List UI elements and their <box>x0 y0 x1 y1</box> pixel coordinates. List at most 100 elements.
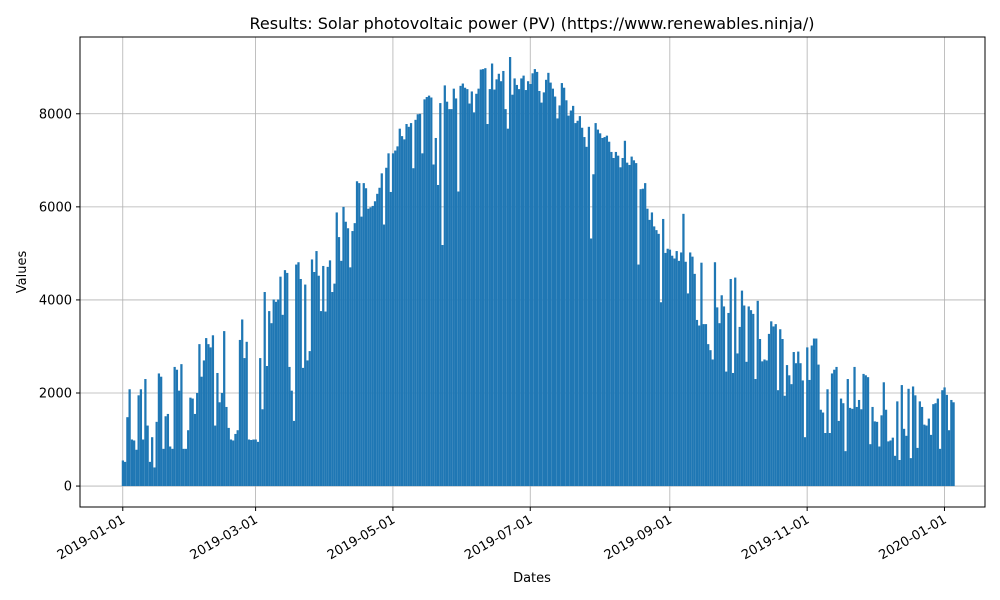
bar <box>394 150 397 487</box>
bar <box>355 181 359 487</box>
bar <box>137 395 140 487</box>
bar <box>554 96 557 487</box>
bar <box>484 68 487 487</box>
bar <box>815 338 818 487</box>
bar <box>121 460 125 487</box>
bar <box>680 252 683 487</box>
bar <box>871 406 874 487</box>
bar <box>707 344 710 487</box>
bar <box>463 87 467 487</box>
bar <box>362 183 365 487</box>
bar <box>851 408 854 487</box>
bar <box>893 455 897 487</box>
bar <box>590 238 593 487</box>
bar <box>603 137 606 487</box>
bar <box>398 128 401 487</box>
bar <box>806 347 809 487</box>
bar <box>459 85 462 487</box>
bar <box>324 311 327 487</box>
plot-area <box>79 36 986 508</box>
bar <box>281 314 284 487</box>
bar <box>934 403 937 487</box>
bar <box>475 93 478 487</box>
bar <box>758 339 762 487</box>
bar <box>279 276 282 487</box>
bar <box>621 157 624 487</box>
bar <box>824 433 827 487</box>
bar <box>490 63 494 487</box>
bar <box>502 70 505 487</box>
bar <box>481 69 485 487</box>
bar <box>698 325 701 487</box>
bar <box>695 319 699 487</box>
bar <box>340 260 343 487</box>
bar <box>747 306 750 487</box>
bar <box>630 156 633 487</box>
bar <box>657 233 660 487</box>
bar <box>572 105 575 487</box>
bar <box>938 448 942 487</box>
y-axis-label: Values <box>15 251 30 294</box>
bar <box>673 258 676 487</box>
bar <box>736 353 739 487</box>
bar <box>450 109 453 487</box>
bar <box>522 75 525 487</box>
bar <box>549 82 552 487</box>
bar <box>801 380 804 487</box>
bar <box>353 223 356 487</box>
bar <box>671 255 674 487</box>
bar <box>833 369 836 487</box>
bar <box>644 183 647 487</box>
bar <box>839 398 843 487</box>
bar <box>535 71 539 487</box>
bar <box>306 360 309 487</box>
bar <box>499 81 503 487</box>
bar <box>734 277 737 487</box>
bar <box>301 367 305 487</box>
bar <box>666 248 669 487</box>
bar <box>171 448 174 487</box>
bar <box>346 228 350 487</box>
bar <box>583 137 586 487</box>
bar <box>866 377 870 487</box>
bar <box>947 430 951 487</box>
bar <box>466 89 469 487</box>
bar <box>896 401 899 487</box>
bar <box>304 284 307 487</box>
bar <box>810 345 813 487</box>
bar <box>333 283 336 487</box>
bar <box>803 437 807 487</box>
bar <box>882 382 885 487</box>
bar <box>797 351 800 487</box>
bar <box>763 359 766 487</box>
bar <box>479 69 482 487</box>
bar <box>848 407 852 487</box>
bar <box>337 237 341 487</box>
bar <box>684 261 687 487</box>
bar <box>576 120 579 487</box>
bar <box>650 212 654 487</box>
bar <box>898 460 901 487</box>
bar <box>211 335 215 487</box>
bar <box>373 201 377 487</box>
bar <box>391 153 395 487</box>
bar <box>722 306 726 487</box>
bar <box>205 338 208 487</box>
bar <box>686 293 690 487</box>
bar <box>196 392 199 487</box>
bar <box>409 123 413 487</box>
bar <box>274 301 278 487</box>
bar <box>400 136 404 487</box>
bar <box>313 272 316 487</box>
bar <box>767 333 771 487</box>
y-tick-label: 0 <box>64 480 72 495</box>
bar <box>200 376 203 487</box>
bar <box>367 208 370 487</box>
bar <box>790 384 793 487</box>
bar <box>855 406 858 487</box>
bar <box>920 406 924 487</box>
bar <box>232 440 235 487</box>
bar <box>835 366 838 487</box>
bar <box>749 310 753 487</box>
